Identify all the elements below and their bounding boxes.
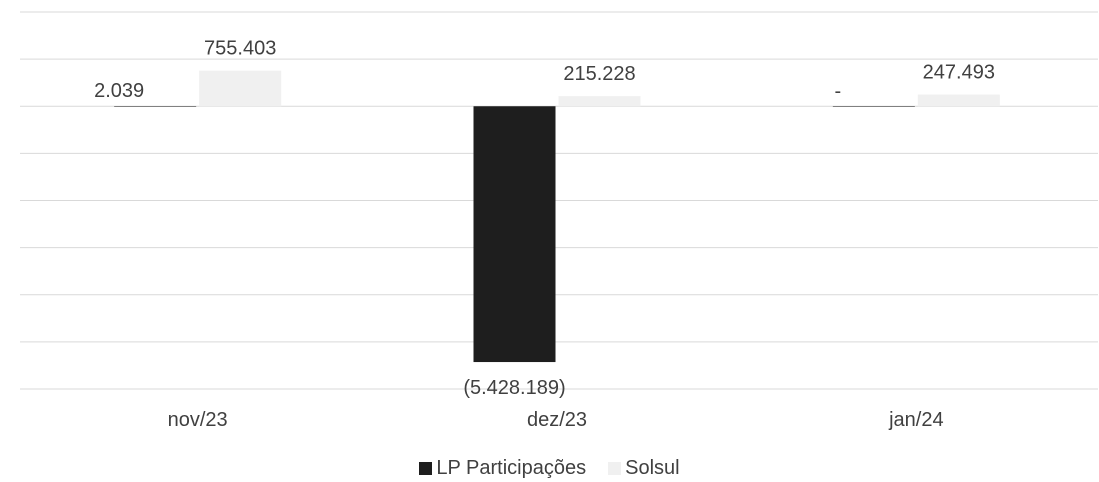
bar-chart: 2.039 755.403 (5.428.189) 215.228 - 247.493 n…: [20, 11, 1098, 431]
legend-item-solsul: Solsul: [608, 456, 680, 480]
legend-label-solsul: Solsul: [625, 456, 680, 479]
bar-lp-dez-23: [473, 106, 556, 363]
legend-swatch-solsul: [608, 461, 622, 475]
bars: [114, 70, 1000, 363]
data-label-lp-dez-23: (5.428.189): [463, 377, 565, 399]
x-axis: nov/23 dez/23 jan/24: [168, 409, 944, 431]
data-label-solsul-nov-23: 755.403: [204, 38, 276, 60]
x-tick-label-jan-24: jan/24: [888, 409, 944, 431]
legend-item-lp: LP Participações: [419, 457, 586, 480]
data-label-lp-nov-23: 2.039: [94, 80, 144, 102]
legend-label-lp: LP Participações: [436, 456, 587, 479]
legend: LP Participações Solsul: [0, 454, 1099, 482]
data-label-lp-jan-24: -: [834, 80, 841, 102]
x-tick-label-nov-23: nov/23: [168, 409, 228, 431]
data-labels: 2.039 755.403 (5.428.189) 215.228 - 247.493: [94, 38, 995, 399]
bar-solsul-nov-23: [199, 70, 282, 107]
legend-swatch-lp: [419, 461, 433, 475]
bar-lp-jan-24: [832, 106, 915, 107]
bar-solsul-jan-24: [917, 94, 1000, 107]
bar-lp-nov-23: [114, 106, 197, 107]
bar-solsul-dez-23: [558, 96, 641, 107]
data-label-solsul-dez-23: 215.228: [563, 63, 635, 85]
data-label-solsul-jan-24: 247.493: [923, 62, 995, 84]
x-tick-label-dez-23: dez/23: [527, 409, 587, 431]
